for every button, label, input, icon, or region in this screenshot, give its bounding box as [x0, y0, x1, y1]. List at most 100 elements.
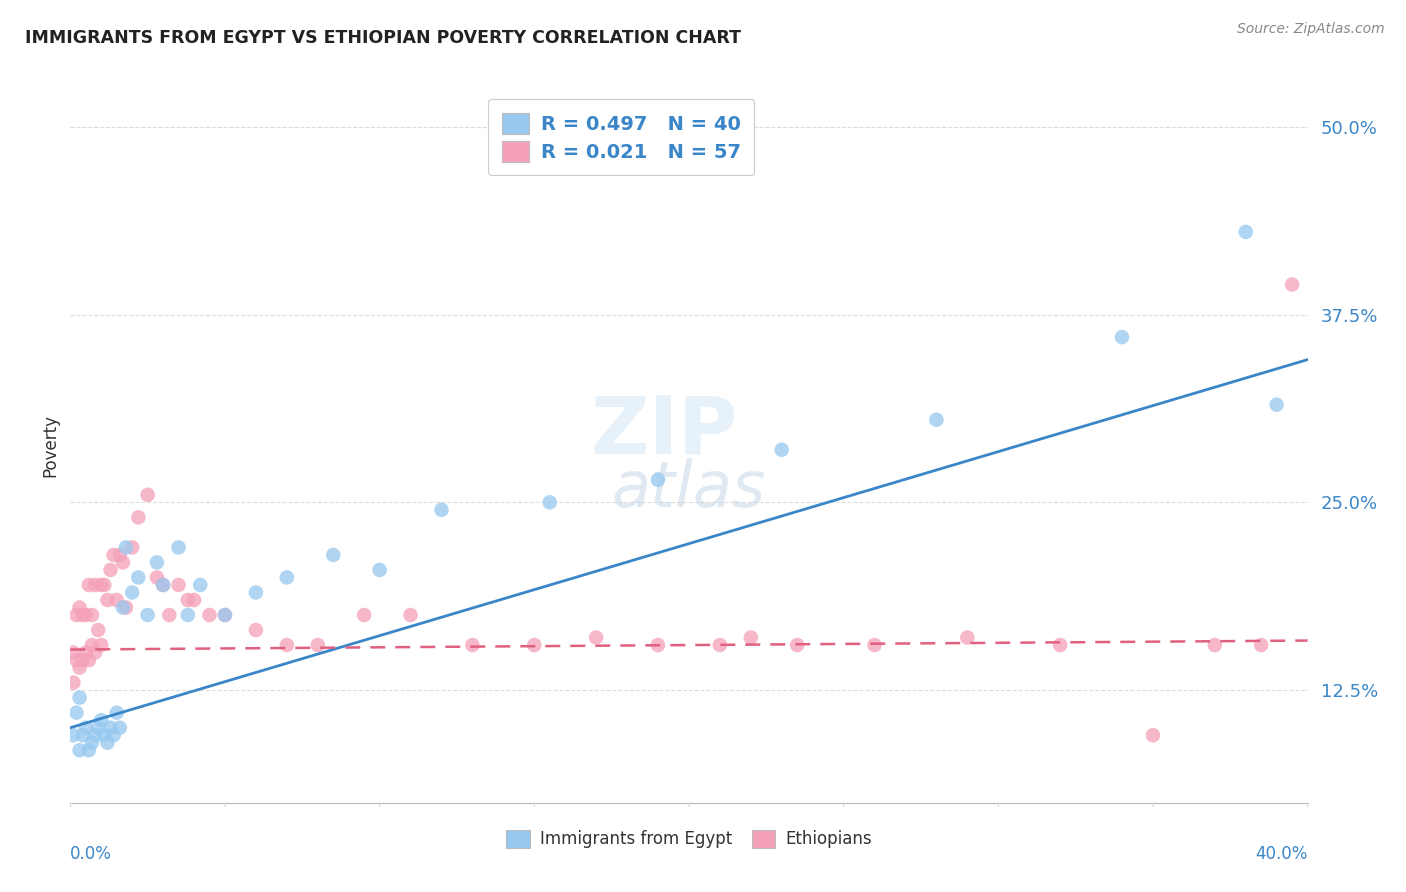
- Point: [461, 638, 484, 652]
- Point: [956, 631, 979, 645]
- Point: [177, 593, 200, 607]
- Point: [80, 607, 103, 622]
- Point: [276, 570, 298, 584]
- Point: [69, 600, 91, 615]
- Point: [585, 631, 607, 645]
- Point: [84, 728, 107, 742]
- Point: [925, 413, 948, 427]
- Point: [93, 578, 115, 592]
- Point: [188, 578, 211, 592]
- Point: [1111, 330, 1133, 344]
- Legend: Immigrants from Egypt, Ethiopians: Immigrants from Egypt, Ethiopians: [499, 823, 879, 855]
- Point: [127, 510, 149, 524]
- Point: [157, 607, 180, 622]
- Point: [65, 706, 87, 720]
- Point: [245, 623, 267, 637]
- Point: [62, 646, 84, 660]
- Point: [72, 653, 94, 667]
- Point: [276, 638, 298, 652]
- Point: [80, 638, 103, 652]
- Point: [72, 728, 94, 742]
- Point: [430, 503, 453, 517]
- Point: [115, 600, 138, 615]
- Point: [65, 653, 87, 667]
- Point: [69, 743, 91, 757]
- Point: [100, 563, 122, 577]
- Point: [770, 442, 793, 457]
- Point: [103, 548, 125, 562]
- Point: [1265, 398, 1288, 412]
- Point: [62, 675, 84, 690]
- Text: ZIP: ZIP: [591, 392, 738, 471]
- Point: [87, 623, 110, 637]
- Point: [709, 638, 731, 652]
- Point: [245, 585, 267, 599]
- Point: [183, 593, 205, 607]
- Point: [75, 646, 97, 660]
- Point: [105, 706, 128, 720]
- Point: [152, 578, 174, 592]
- Y-axis label: Poverty: Poverty: [41, 415, 59, 477]
- Point: [307, 638, 329, 652]
- Point: [72, 607, 94, 622]
- Point: [90, 713, 112, 727]
- Point: [69, 660, 91, 674]
- Point: [103, 728, 125, 742]
- Point: [786, 638, 808, 652]
- Point: [1234, 225, 1257, 239]
- Point: [146, 570, 169, 584]
- Point: [127, 570, 149, 584]
- Point: [198, 607, 221, 622]
- Text: 0.0%: 0.0%: [70, 845, 112, 863]
- Point: [353, 607, 375, 622]
- Point: [108, 721, 131, 735]
- Text: Source: ZipAtlas.com: Source: ZipAtlas.com: [1237, 22, 1385, 37]
- Point: [368, 563, 391, 577]
- Point: [121, 541, 143, 555]
- Point: [136, 488, 159, 502]
- Point: [1142, 728, 1164, 742]
- Point: [75, 721, 97, 735]
- Point: [322, 548, 344, 562]
- Point: [62, 728, 84, 742]
- Point: [152, 578, 174, 592]
- Point: [136, 607, 159, 622]
- Point: [108, 548, 131, 562]
- Point: [87, 721, 110, 735]
- Point: [84, 578, 107, 592]
- Point: [100, 721, 122, 735]
- Point: [90, 578, 112, 592]
- Point: [77, 653, 100, 667]
- Point: [115, 541, 138, 555]
- Point: [214, 607, 236, 622]
- Point: [647, 473, 669, 487]
- Point: [523, 638, 546, 652]
- Point: [863, 638, 886, 652]
- Point: [214, 607, 236, 622]
- Point: [146, 556, 169, 570]
- Point: [96, 593, 118, 607]
- Point: [538, 495, 561, 509]
- Point: [1250, 638, 1272, 652]
- Point: [69, 690, 91, 705]
- Point: [111, 600, 134, 615]
- Point: [177, 607, 200, 622]
- Point: [111, 556, 134, 570]
- Point: [96, 736, 118, 750]
- Point: [105, 593, 128, 607]
- Point: [167, 541, 190, 555]
- Point: [80, 736, 103, 750]
- Text: IMMIGRANTS FROM EGYPT VS ETHIOPIAN POVERTY CORRELATION CHART: IMMIGRANTS FROM EGYPT VS ETHIOPIAN POVER…: [25, 29, 741, 46]
- Point: [75, 607, 97, 622]
- Point: [65, 607, 87, 622]
- Text: 40.0%: 40.0%: [1256, 845, 1308, 863]
- Point: [90, 638, 112, 652]
- Point: [84, 646, 107, 660]
- Text: atlas: atlas: [612, 458, 766, 520]
- Point: [740, 631, 762, 645]
- Point: [1281, 277, 1303, 292]
- Point: [167, 578, 190, 592]
- Point: [77, 743, 100, 757]
- Point: [647, 638, 669, 652]
- Point: [1204, 638, 1226, 652]
